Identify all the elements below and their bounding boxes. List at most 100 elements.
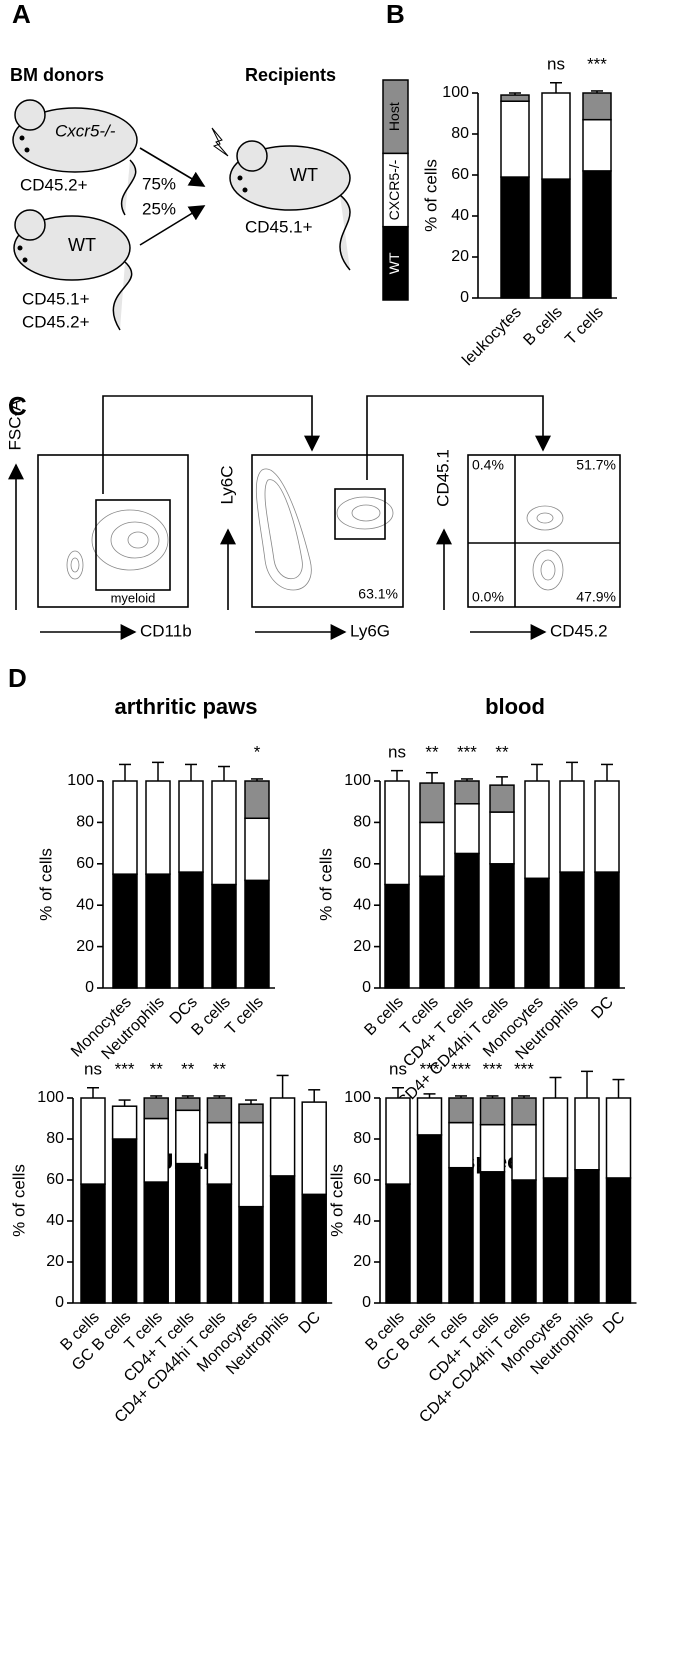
bar-segment [269,1097,296,1177]
eye [24,147,30,153]
significance: *** [587,54,607,73]
bar-segment [542,1177,569,1304]
error-bar [518,1095,530,1098]
error-bar [276,1074,289,1098]
bar-segment [419,782,445,824]
contour [532,549,564,591]
y-tick-label: 60 [451,166,469,183]
contour [536,512,554,524]
plot-frame [37,454,189,608]
bar-segment [175,1162,201,1304]
y-tick-label: 80 [451,125,469,142]
bar-segment [419,875,445,989]
bar-segment [385,1183,411,1304]
significance: ns [389,1059,407,1078]
error-bar [581,1070,593,1098]
error-bar [181,1095,194,1098]
bar-segment [80,1183,106,1304]
error-bar [152,761,164,781]
bar-segment [238,1103,264,1124]
bar-segment [559,871,585,989]
significance: * [254,742,261,761]
y-tick-label: 0 [362,979,371,996]
chart-title: arthritic paws [114,694,257,719]
significance: *** [115,1059,135,1078]
axis-label: Ly6G [350,621,390,640]
bar-segment [605,1097,632,1179]
marker-label: CD45.2+ [22,312,90,331]
x-tick-label: B cells [361,994,406,1039]
y-tick-label: 80 [353,814,371,831]
significance: *** [483,1059,503,1078]
bar-segment [574,1169,600,1304]
chart: % of cells 0 20 40 60 80 100 leukocytes ns B cell… [382,54,617,369]
significance: *** [514,1059,534,1078]
bar-segment [143,1097,169,1120]
bar-segment [511,1179,537,1304]
bar-segment [211,780,237,886]
bar-segment [454,803,480,855]
contour [526,505,564,531]
arrow [102,395,320,494]
panel-label: D [8,663,27,693]
bar-segment [454,780,480,805]
y-tick-label: 40 [451,207,469,224]
y-axis-label: % of cells [421,159,440,232]
contour [351,504,381,522]
mouse-label: WT [290,165,318,185]
contour [110,521,160,559]
error-bar [118,1099,131,1107]
bar-segment [238,1205,264,1304]
x-tick-label: DC [600,1309,628,1337]
significance: ns [547,54,565,73]
bar-segment [80,1097,106,1185]
eye [19,135,25,141]
eye [237,175,243,181]
flow-panel: myeloid FSC-A CD11b 63.1% Ly6C Ly6G 0.4%… [5,395,621,640]
panel-label: B [386,0,405,29]
legend-swatch [382,225,409,301]
error-bar [308,1089,321,1103]
bar-segment [542,1097,569,1179]
axis-label: CD45.1 [433,449,452,507]
chart: arthritic paws% of cells020406080100Mono… [36,694,275,1063]
error-bar [531,763,543,781]
bar-segment [448,1121,474,1169]
quadrant-label: 0.4% [472,457,504,473]
bar-segment [384,883,410,989]
y-tick-label: 20 [353,938,371,955]
bar-segment [416,1097,443,1136]
bar-segment [206,1183,233,1304]
bar-segment [175,1097,201,1112]
error-bar [185,763,197,781]
axis-label: FSC-A [5,399,24,451]
donors-title: BM donors [10,65,104,85]
bar-segment [238,1121,264,1208]
quadrant-label: 51.7% [576,457,616,473]
y-tick-label: 20 [46,1253,64,1270]
y-tick-label: 0 [362,1294,371,1311]
contour [66,550,84,580]
contour [70,557,80,573]
y-tick-label: 40 [76,896,94,913]
gate [334,488,386,540]
tail [120,159,137,216]
bar-segment [479,1123,506,1173]
ear [236,140,268,172]
y-tick-label: 100 [344,772,371,789]
bar-segment [479,1171,506,1304]
ratio: 75% [142,174,176,193]
bar-segment [582,118,612,172]
recipients-title: Recipients [245,65,336,85]
significance: *** [451,1059,471,1078]
y-axis-label: % of cells [9,1164,28,1237]
y-tick-label: 100 [442,84,469,101]
bar-segment [145,873,171,989]
x-tick-label: T cells [562,304,607,349]
bar-segment [524,780,550,880]
gate-label: 63.1% [358,586,398,602]
bar-segment [448,1166,474,1304]
